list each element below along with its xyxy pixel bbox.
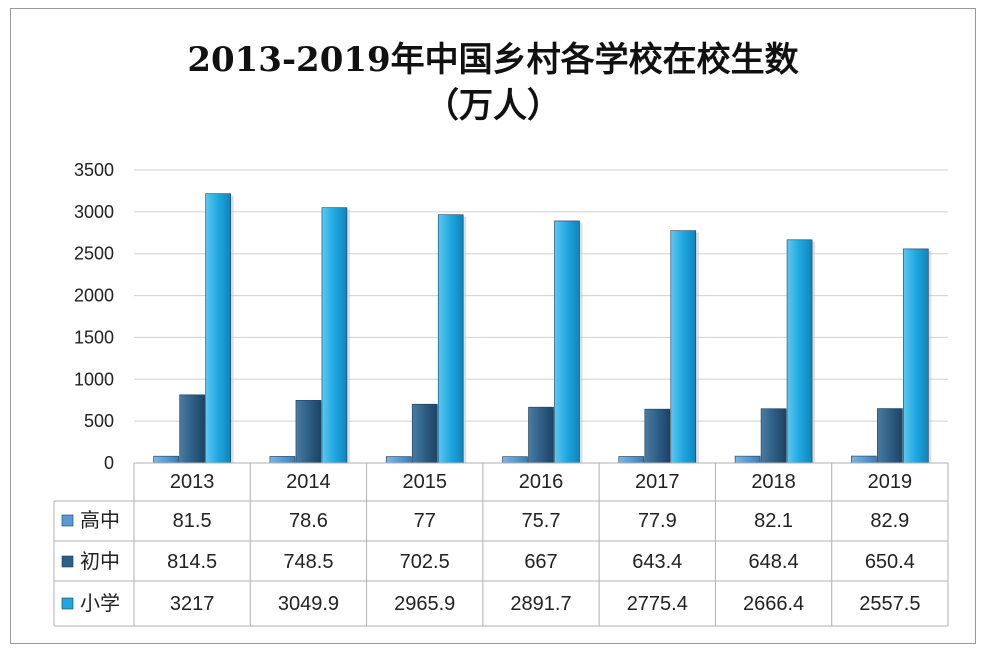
data-label: 2557.5 bbox=[859, 593, 920, 615]
data-label: 667 bbox=[524, 551, 557, 573]
bar-小学-2019 bbox=[903, 248, 929, 464]
x-tick-label: 2019 bbox=[868, 471, 913, 493]
x-tick-label: 2014 bbox=[286, 471, 331, 493]
bar-高中-2013 bbox=[153, 455, 179, 464]
legend-label: 初中 bbox=[80, 550, 120, 573]
data-label: 2775.4 bbox=[627, 593, 688, 615]
bar-小学-2016 bbox=[554, 220, 580, 464]
bar-高中-2016 bbox=[502, 456, 528, 464]
y-tick-label: 2500 bbox=[74, 244, 114, 264]
legend-label: 高中 bbox=[80, 509, 120, 532]
legend-swatch bbox=[61, 555, 74, 568]
x-tick-label: 2015 bbox=[402, 471, 447, 493]
x-tick-label: 2013 bbox=[170, 471, 215, 493]
bar-高中-2017 bbox=[618, 456, 645, 464]
bar-初中-2017 bbox=[644, 408, 671, 464]
bar-小学-2015 bbox=[437, 214, 464, 464]
data-label: 77 bbox=[414, 510, 436, 532]
x-tick-label: 2018 bbox=[751, 471, 796, 493]
data-label: 748.5 bbox=[283, 551, 333, 573]
bar-高中-2018 bbox=[734, 455, 761, 464]
bar-小学-2014 bbox=[321, 207, 348, 464]
bar-小学-2017 bbox=[670, 230, 697, 464]
y-tick-label: 2000 bbox=[74, 286, 114, 306]
data-label: 702.5 bbox=[400, 551, 450, 573]
legend-label: 小学 bbox=[80, 592, 120, 615]
data-label: 78.6 bbox=[289, 510, 328, 532]
bar-高中-2014 bbox=[269, 456, 296, 464]
y-tick-label: 0 bbox=[104, 453, 114, 473]
data-label: 648.4 bbox=[749, 551, 799, 573]
chart-subtitle: （万人） bbox=[425, 86, 561, 126]
bar-初中-2014 bbox=[295, 400, 322, 464]
bar-初中-2015 bbox=[411, 403, 438, 464]
data-label: 643.4 bbox=[632, 551, 682, 573]
data-label: 2965.9 bbox=[394, 593, 455, 615]
y-tick-label: 500 bbox=[84, 411, 114, 431]
bar-初中-2019 bbox=[877, 408, 903, 464]
data-label: 650.4 bbox=[865, 551, 915, 573]
y-tick-label: 3500 bbox=[74, 160, 114, 180]
bar-高中-2019 bbox=[851, 455, 877, 464]
data-label: 75.7 bbox=[522, 510, 561, 532]
legend-swatch bbox=[61, 514, 74, 527]
y-tick-label: 3000 bbox=[74, 202, 114, 222]
bar-初中-2018 bbox=[760, 408, 787, 464]
x-tick-label: 2016 bbox=[519, 471, 564, 493]
bar-高中-2015 bbox=[385, 456, 412, 464]
data-label: 3217 bbox=[170, 593, 215, 615]
y-tick-label: 1500 bbox=[74, 327, 114, 347]
bar-小学-2013 bbox=[205, 193, 231, 464]
bar-初中-2016 bbox=[528, 406, 554, 464]
data-label: 3049.9 bbox=[278, 593, 339, 615]
chart-title: 2013-2019年中国乡村各学校在校生数 bbox=[187, 40, 799, 80]
bar-初中-2013 bbox=[179, 394, 205, 464]
y-tick-label: 1000 bbox=[74, 369, 114, 389]
data-label: 77.9 bbox=[638, 510, 677, 532]
data-label: 81.5 bbox=[173, 510, 212, 532]
data-label: 82.9 bbox=[870, 510, 909, 532]
data-label: 814.5 bbox=[167, 551, 217, 573]
legend-swatch bbox=[61, 597, 74, 610]
data-label: 2891.7 bbox=[510, 593, 571, 615]
x-tick-label: 2017 bbox=[635, 471, 680, 493]
bar-小学-2018 bbox=[786, 239, 813, 464]
data-label: 2666.4 bbox=[743, 593, 804, 615]
data-label: 82.1 bbox=[754, 510, 793, 532]
